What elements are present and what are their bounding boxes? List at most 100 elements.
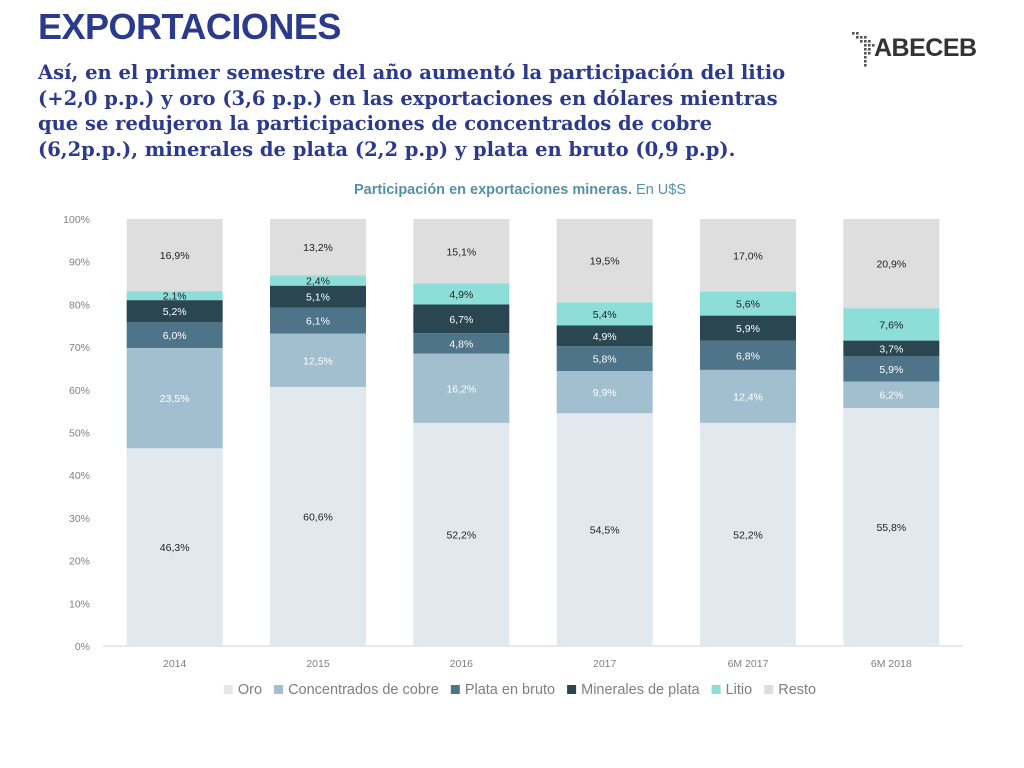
- stacked-bar-chart: Participación en exportaciones mineras. …: [63, 182, 963, 698]
- legend-swatch: [567, 685, 577, 694]
- y-tick-label: 80%: [69, 299, 90, 311]
- data-label: 5,9%: [736, 323, 760, 335]
- legend-label: Minerales de plata: [581, 682, 700, 698]
- bar-segment: [270, 333, 366, 387]
- data-label: 60,6%: [303, 511, 333, 523]
- data-label: 6,2%: [879, 390, 903, 402]
- bar-segment: [843, 340, 940, 357]
- bar-segment: [126, 322, 223, 348]
- legend-swatch: [450, 685, 460, 694]
- y-tick-label: 90%: [69, 257, 90, 269]
- bar-segment: [126, 300, 223, 323]
- bar-segment: [126, 219, 223, 292]
- bar-segment: [270, 307, 366, 334]
- data-label: 4,9%: [593, 331, 617, 343]
- data-label: 15,1%: [446, 246, 476, 258]
- legend-label: Oro: [238, 682, 262, 698]
- logo-text: ABECEB: [874, 34, 977, 62]
- data-label: 4,8%: [449, 338, 473, 350]
- data-label: 52,2%: [733, 529, 763, 541]
- data-label: 4,9%: [449, 289, 473, 301]
- data-label: 13,2%: [303, 242, 333, 254]
- bar-segment: [843, 219, 940, 309]
- data-label: 5,9%: [879, 364, 903, 376]
- data-label: 5,6%: [736, 299, 760, 311]
- y-tick-label: 30%: [69, 513, 90, 525]
- subtitle-line: que se redujeron la participaciones de c…: [38, 112, 713, 135]
- bar-segment: [270, 285, 366, 308]
- bar-segment: [126, 347, 223, 449]
- bar-segment: [700, 219, 796, 292]
- data-label: 5,4%: [593, 309, 617, 321]
- y-tick-label: 20%: [69, 556, 90, 568]
- bar-segment: [413, 333, 510, 354]
- data-label: 6,8%: [736, 350, 760, 362]
- data-label: 55,8%: [876, 522, 906, 534]
- bar-segment: [556, 325, 653, 347]
- bar-segment: [270, 275, 366, 286]
- data-label: 2,4%: [306, 276, 330, 288]
- chart-title: Participación en exportaciones mineras. …: [354, 182, 686, 198]
- legend-swatch: [711, 685, 721, 694]
- data-label: 20,9%: [876, 259, 906, 271]
- data-label: 16,9%: [160, 250, 190, 262]
- bar-segment: [270, 386, 366, 646]
- y-tick-label: 70%: [69, 342, 90, 354]
- data-label: 46,3%: [160, 542, 190, 554]
- bar-segment: [556, 413, 653, 646]
- subtitle-line: (6,2p.p.), minerales de plata (2,2 p.p) …: [38, 137, 736, 161]
- bar-segment: [126, 448, 223, 646]
- legend-swatch: [274, 685, 284, 694]
- bar-segment: [126, 291, 223, 301]
- data-label: 52,2%: [446, 529, 476, 541]
- y-tick-label: 100%: [63, 214, 90, 226]
- y-tick-label: 0%: [75, 641, 90, 653]
- data-label: 5,1%: [306, 292, 330, 304]
- data-label: 6,7%: [449, 314, 473, 326]
- bar-segment: [270, 219, 366, 276]
- chart-title-main: Participación en exportaciones mineras.: [354, 182, 632, 198]
- data-label: 5,2%: [163, 306, 187, 318]
- legend-label: Plata en bruto: [465, 682, 555, 698]
- bar-segment: [413, 353, 510, 423]
- subtitle-line: Así, en el primer semestre del año aumen…: [38, 61, 786, 84]
- y-tick-label: 50%: [69, 428, 90, 440]
- legend-swatch: [223, 685, 233, 694]
- x-tick-label: 2014: [163, 658, 187, 670]
- page-title: EXPORTACIONES: [38, 6, 341, 47]
- data-label: 17,0%: [733, 250, 763, 262]
- data-label: 7,6%: [879, 319, 903, 331]
- data-label: 12,5%: [303, 355, 333, 367]
- bar-segment: [843, 381, 940, 408]
- x-tick-label: 2015: [306, 658, 330, 670]
- bar-segment: [556, 371, 653, 414]
- x-tick-label: 2016: [450, 658, 474, 670]
- x-tick-label: 6M 2018: [871, 658, 912, 670]
- bar-segment: [556, 219, 653, 303]
- bar-segment: [413, 422, 510, 646]
- data-label: 23,5%: [160, 393, 190, 405]
- bar-segment: [700, 315, 796, 341]
- x-tick-label: 2017: [593, 658, 617, 670]
- data-label: 2,1%: [163, 291, 187, 303]
- data-label: 6,1%: [306, 316, 330, 328]
- data-label: 3,7%: [879, 343, 903, 355]
- data-label: 6,0%: [163, 330, 187, 342]
- bar-segment: [413, 219, 510, 284]
- chart-title-suffix: En U$S: [632, 182, 686, 198]
- bar-segment: [556, 346, 653, 372]
- legend-label: Concentrados de cobre: [288, 682, 439, 698]
- data-label: 5,8%: [593, 354, 617, 366]
- south-america-dots-icon: [852, 32, 875, 67]
- bar-segment: [843, 407, 940, 646]
- bar-segment: [843, 308, 940, 341]
- bar-segment: [700, 422, 796, 646]
- bar-segment: [556, 302, 653, 326]
- x-tick-label: 6M 2017: [728, 658, 769, 670]
- data-label: 9,9%: [593, 387, 617, 399]
- y-tick-label: 60%: [69, 385, 90, 397]
- bar-segment: [700, 369, 796, 423]
- subtitle-line: (+2,0 p.p.) y oro (3,6 p.p.) en las expo…: [38, 86, 778, 110]
- legend-label: Resto: [778, 682, 816, 698]
- bar-segment: [700, 291, 796, 316]
